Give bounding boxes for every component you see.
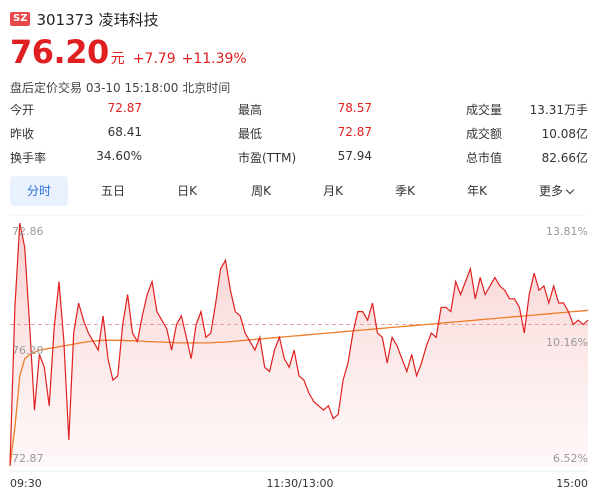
y-right-mid-label: 10.16%	[546, 336, 588, 349]
price-change: +7.79	[132, 51, 176, 67]
chevron-down-icon	[565, 185, 575, 195]
high-label: 最高	[238, 103, 263, 117]
price-area-group	[10, 223, 588, 467]
high-value: 78.57	[337, 101, 372, 115]
amount-value: 10.08亿	[541, 127, 588, 141]
current-price: 76.20	[10, 33, 109, 71]
price-change-pct: +11.39%	[181, 51, 247, 67]
low-label: 最低	[238, 127, 263, 141]
x-start-label: 09:30	[10, 477, 42, 490]
tab-monthly-k[interactable]: 月K	[323, 184, 343, 198]
y-mid-label: 76.20	[12, 344, 44, 357]
price-row: 76.20 元 +7.79 +11.39%	[10, 33, 253, 71]
turnover-label: 换手率	[10, 151, 47, 165]
pe-value: 57.94	[337, 149, 372, 163]
y-left-bottom-label: 72.87	[12, 452, 44, 465]
y-right-top-label: 13.81%	[546, 225, 588, 238]
low-value: 72.87	[337, 125, 372, 139]
tab-more[interactable]: 更多	[528, 176, 584, 206]
tab-five-day[interactable]: 五日	[100, 184, 125, 198]
mktcap-value: 82.66亿	[541, 151, 588, 165]
price-line	[9, 222, 589, 466]
price-area	[10, 223, 588, 467]
tab-more-label: 更多	[538, 184, 563, 198]
open-label: 今开	[10, 103, 35, 117]
prev-close-value: 68.41	[107, 125, 142, 139]
trading-status: 盘后定价交易 03-10 15:18:00 北京时间	[10, 81, 231, 95]
market-badge: SZ	[10, 12, 31, 26]
stock-header: SZ 301373 凌玮科技	[10, 8, 158, 30]
price-unit: 元	[110, 51, 125, 67]
x-mid-label: 11:30/13:00	[266, 477, 333, 490]
open-value: 72.87	[107, 101, 142, 115]
turnover-value: 34.60%	[96, 149, 142, 163]
stock-code-name: 301373 凌玮科技	[36, 10, 159, 29]
tab-daily-k[interactable]: 日K	[177, 184, 197, 198]
tab-quarterly-k[interactable]: 季K	[395, 184, 415, 198]
intraday-chart: 72.86 76.20 72.87 13.81% 10.16% 6.52% 09…	[9, 215, 589, 490]
mktcap-label: 总市值	[466, 151, 503, 165]
volume-label: 成交量	[466, 103, 503, 117]
tab-intraday[interactable]: 分时	[10, 176, 68, 206]
tab-yearly-k[interactable]: 年K	[467, 184, 487, 198]
x-end-label: 15:00	[556, 477, 588, 490]
pe-label: 市盈(TTM)	[238, 151, 297, 165]
amount-label: 成交额	[466, 127, 503, 141]
volume-value: 13.31万手	[529, 103, 588, 117]
tab-weekly-k[interactable]: 周K	[251, 184, 271, 198]
prev-close-label: 昨收	[10, 127, 35, 141]
period-tabs: 分时 五日 日K 周K 月K 季K 年K 更多	[10, 176, 590, 206]
y-right-bottom-label: 6.52%	[553, 452, 588, 465]
y-left-top-label: 72.86	[12, 225, 44, 238]
